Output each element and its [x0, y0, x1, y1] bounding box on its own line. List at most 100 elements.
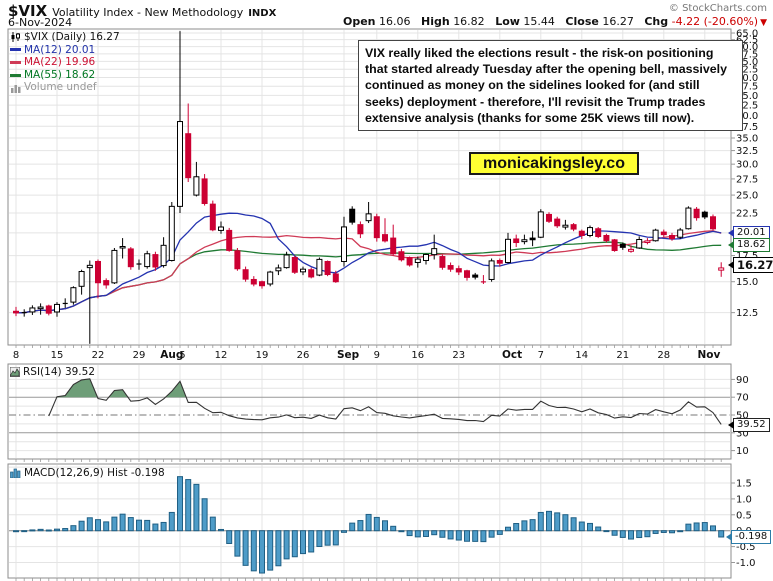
svg-text:32.5: 32.5: [736, 146, 758, 157]
down-triangle-icon: ▼: [760, 18, 767, 28]
svg-text:55.0: 55.0: [736, 57, 758, 68]
svg-text:16: 16: [411, 350, 424, 361]
rsi-value-callout: 39.52: [728, 418, 770, 432]
monicakingsley-badge: monicakingsley.co: [469, 152, 639, 175]
symbol: $VIX: [8, 2, 48, 20]
macd-legend: MACD(12,26,9) Hist -0.198: [10, 467, 165, 480]
svg-text:35.0: 35.0: [736, 134, 758, 145]
ma22-line-swatch: [10, 60, 21, 64]
low-value: 15.44: [523, 15, 555, 28]
close-label: Close: [565, 15, 599, 28]
svg-text:27.5: 27.5: [736, 174, 758, 185]
main-chart-legend: $VIX (Daily) 16.27 MA(12) 20.01 MA(22) 1…: [10, 31, 120, 94]
svg-text:21: 21: [616, 350, 629, 361]
svg-text:90: 90: [736, 375, 749, 386]
legend-ma55-row: MA(55) 18.62: [10, 69, 120, 82]
close-value: 16.27: [602, 15, 634, 28]
svg-text:29: 29: [133, 350, 146, 361]
svg-text:28: 28: [657, 350, 670, 361]
svg-text:62.5: 62.5: [736, 35, 758, 46]
panel-borders-layer: [7, 28, 732, 581]
svg-text:-0.5: -0.5: [736, 542, 756, 553]
header-title: $VIX Volatility Index - New Methodology IN…: [8, 2, 276, 20]
open-value: 16.06: [379, 15, 411, 28]
legend-volume-text: Volume undef: [24, 81, 97, 94]
svg-text:52.5: 52.5: [736, 65, 758, 76]
svg-text:17.5: 17.5: [736, 251, 758, 262]
svg-text:37.5: 37.5: [736, 122, 758, 133]
stockcharts-credit: © StockCharts.com: [668, 3, 767, 14]
svg-text:0.5: 0.5: [736, 510, 752, 521]
high-value: 16.82: [453, 15, 485, 28]
rsi-label-text: RSI(14) 39.52: [23, 366, 96, 378]
symbol-name: Volatility Index - New Methodology: [52, 6, 244, 19]
candlestick-icon: [10, 32, 21, 43]
svg-text:50: 50: [736, 411, 749, 422]
high-label: High: [421, 15, 450, 28]
rsi-layer: [48, 378, 722, 425]
svg-text:22: 22: [92, 350, 105, 361]
ma55-line-swatch: [10, 73, 21, 77]
svg-text:65.0: 65.0: [736, 29, 758, 40]
svg-text:Oct: Oct: [502, 349, 522, 361]
legend-ma55-text: MA(55) 18.62: [24, 68, 96, 81]
svg-text:47.5: 47.5: [736, 82, 758, 93]
svg-text:60.0: 60.0: [736, 42, 758, 53]
svg-text:-1.0: -1.0: [736, 558, 756, 569]
rsi-area-icon: [9, 366, 21, 378]
svg-text:57.5: 57.5: [736, 49, 758, 60]
svg-text:30: 30: [736, 428, 749, 439]
legend-ma12-row: MA(12) 20.01: [10, 44, 120, 57]
svg-text:40.0: 40.0: [736, 111, 758, 122]
svg-text:23: 23: [452, 350, 465, 361]
legend-ma12-text: MA(12) 20.01: [24, 43, 96, 56]
legend-symbol-text: $VIX (Daily) 16.27: [24, 31, 120, 43]
svg-text:8: 8: [13, 350, 19, 361]
svg-text:14: 14: [575, 350, 588, 361]
exchange: INDX: [248, 8, 277, 19]
svg-text:1.5: 1.5: [736, 479, 752, 490]
chg-label: Chg: [644, 15, 669, 28]
svg-text:1.0: 1.0: [736, 494, 752, 505]
low-label: Low: [495, 15, 520, 28]
last-price-callout: 16.27: [727, 257, 773, 273]
svg-text:50.0: 50.0: [736, 73, 758, 84]
svg-text:26: 26: [297, 350, 310, 361]
svg-text:Sep: Sep: [337, 349, 360, 361]
legend-symbol-row: $VIX (Daily) 16.27: [10, 31, 120, 44]
svg-text:15.0: 15.0: [736, 277, 758, 288]
legend-ma22-row: MA(22) 19.96: [10, 56, 120, 69]
quote-row: Open 16.06 High 16.82 Low 15.44 Close 16…: [343, 15, 767, 28]
ma12-value-callout: 20.01: [728, 226, 770, 240]
moving-averages-layer: [15, 212, 722, 314]
svg-text:42.5: 42.5: [736, 101, 758, 112]
svg-text:19: 19: [256, 350, 269, 361]
volume-bars-icon: [10, 83, 21, 93]
chart-date: 6-Nov-2024: [8, 16, 73, 29]
svg-text:22.5: 22.5: [736, 208, 758, 219]
svg-text:30.0: 30.0: [736, 160, 758, 171]
svg-text:15: 15: [51, 350, 64, 361]
chg-value: -4.22 (-20.60%): [671, 15, 759, 28]
svg-text:12: 12: [215, 350, 228, 361]
annotation-box: VIX really liked the elections result - …: [358, 40, 743, 132]
svg-text:12.5: 12.5: [736, 308, 758, 319]
svg-text:45.0: 45.0: [736, 91, 758, 102]
macd-value-callout: -0.198: [725, 530, 772, 544]
ma12-line-swatch: [10, 48, 21, 52]
rsi-legend: RSI(14) 39.52: [9, 366, 96, 379]
svg-text:10: 10: [736, 446, 749, 457]
macd-histogram-icon: [10, 468, 21, 479]
candles-layer: [13, 31, 725, 344]
open-label: Open: [342, 15, 376, 28]
svg-text:9: 9: [374, 350, 380, 361]
legend-ma22-text: MA(22) 19.96: [24, 56, 96, 69]
svg-text:7: 7: [538, 350, 544, 361]
macd-label-text: MACD(12,26,9) Hist -0.198: [24, 467, 165, 479]
svg-text:Aug: Aug: [160, 349, 183, 361]
ma55-value-callout: 18.62: [728, 238, 770, 252]
svg-text:70: 70: [736, 393, 749, 404]
svg-text:5: 5: [179, 350, 185, 361]
macd-histogram-layer: [13, 476, 725, 574]
